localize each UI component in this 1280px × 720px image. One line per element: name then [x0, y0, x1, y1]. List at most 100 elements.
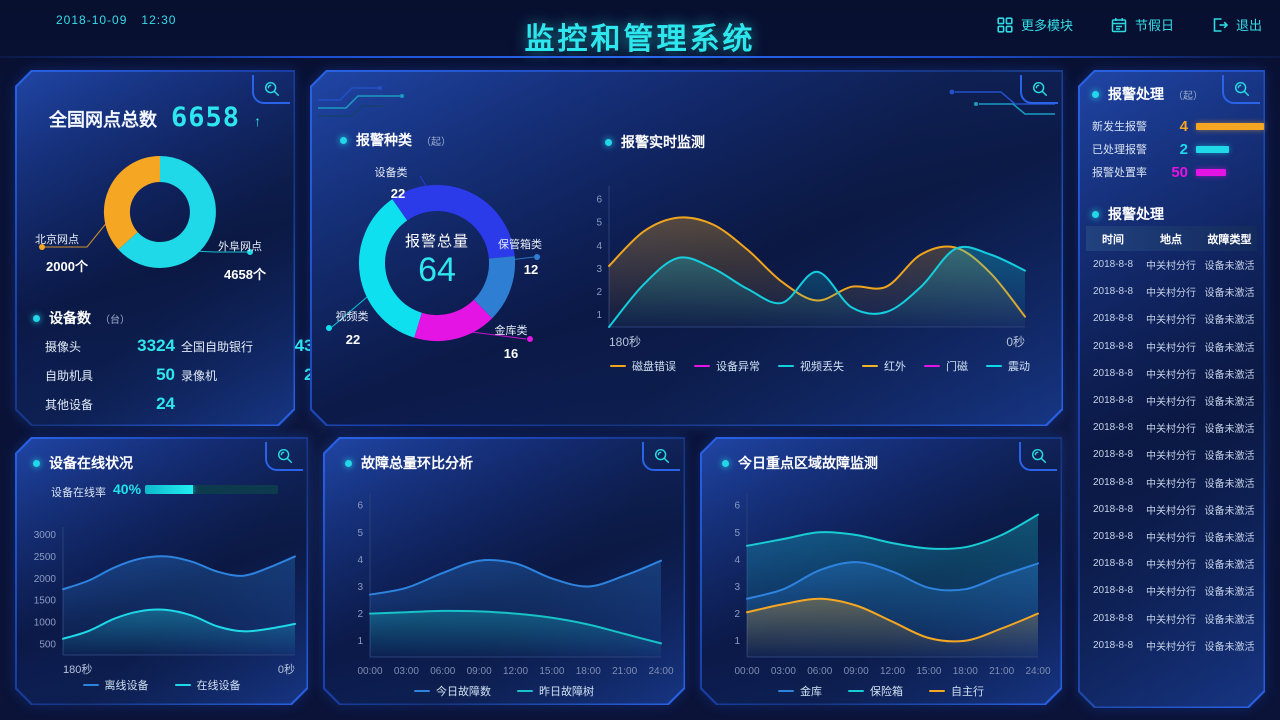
table-cell: 设备未激活 — [1204, 641, 1255, 653]
legend-item[interactable]: 震动 — [986, 358, 1030, 374]
network-panel-zoom-button[interactable] — [252, 75, 290, 104]
legend-item[interactable]: 红外 — [862, 358, 906, 374]
table-row[interactable]: 2018-8-8 中关村分行 设备未激活 — [1086, 469, 1257, 496]
table-cell: 2018-8-8 — [1092, 286, 1134, 298]
legend-swatch — [82, 684, 99, 686]
table-row[interactable]: 2018-8-8 中关村分行 设备未激活 — [1086, 441, 1257, 468]
nav-more-modules[interactable]: 更多模块 — [997, 15, 1073, 34]
table-row[interactable]: 2018-8-8 中关村分行 设备未激活 — [1086, 360, 1257, 387]
nav-logout[interactable]: 退出 — [1212, 15, 1262, 34]
col-time[interactable]: 时间 — [1102, 233, 1124, 246]
table-cell: 中关村分行 — [1146, 560, 1196, 572]
network-total-title: 全国网点总数 — [48, 110, 157, 130]
col-type[interactable]: 故障类型 — [1207, 233, 1252, 246]
legend-swatch — [778, 365, 794, 367]
table-row[interactable]: 2018-8-8 中关村分行 设备未激活 — [1086, 387, 1257, 414]
legend-label: 震动 — [1008, 361, 1030, 373]
fault-compare-zoom-button[interactable] — [642, 442, 680, 471]
table-row[interactable]: 2018-8-8 中关村分行 设备未激活 — [1086, 251, 1257, 278]
logout-icon — [1213, 17, 1228, 32]
legend-item[interactable]: 门磁 — [924, 358, 968, 374]
online-rate-progressbar[interactable] — [145, 485, 278, 494]
legend-item[interactable]: 自主行 — [929, 683, 984, 699]
table-row[interactable]: 2018-8-8 中关村分行 设备未激活 — [1086, 550, 1257, 577]
stat-bar-row: 新发生报警 4 — [1092, 118, 1264, 135]
legend-item[interactable]: 金库 — [778, 683, 822, 699]
svg-text:6: 6 — [357, 501, 363, 512]
svg-text:2500: 2500 — [34, 552, 57, 563]
table-row[interactable]: 2018-8-8 中关村分行 设备未激活 — [1086, 577, 1257, 604]
table-cell: 2018-8-8 — [1092, 503, 1134, 515]
svg-text:500: 500 — [39, 640, 56, 651]
device-stat-label: 录像机 — [181, 369, 218, 383]
table-cell: 2018-8-8 — [1092, 449, 1134, 461]
legend-label: 今日故障数 — [436, 686, 491, 698]
panel-key-area: 今日重点区域故障监测 1 2 3 4 5 6 00:00 03:00 06:00 09:00 12:… — [700, 437, 1062, 705]
legend-item[interactable]: 今日故障数 — [414, 683, 491, 699]
trend-up-arrow: ↑ — [254, 113, 262, 129]
col-place[interactable]: 地点 — [1160, 233, 1182, 246]
svg-text:1000: 1000 — [34, 618, 57, 629]
table-cell: 设备未激活 — [1204, 288, 1255, 300]
alarm-realtime-legend: 磁盘错误 设备异常 视频丢失 红外 门磁 震动 — [590, 358, 1050, 374]
legend-item[interactable]: 昨日故障树 — [517, 683, 594, 699]
bullet-icon — [33, 314, 40, 322]
line-chart-svg: 1 2 3 4 5 6 180秒 0秒 — [596, 186, 1026, 349]
table-cell: 中关村分行 — [1146, 397, 1196, 409]
alarm-handle-zoom-button[interactable] — [1222, 75, 1260, 104]
legend-swatch — [517, 690, 533, 692]
svg-text:180秒: 180秒 — [609, 335, 641, 349]
alarm-realtime-chart: 1 2 3 4 5 6 180秒 0秒 — [580, 180, 1055, 355]
svg-text:06:00: 06:00 — [430, 666, 455, 677]
table-row[interactable]: 2018-8-8 中关村分行 设备未激活 — [1086, 523, 1257, 550]
alarm-donut-center: 报警总量 64 — [404, 233, 469, 289]
svg-text:2000: 2000 — [34, 574, 57, 585]
line-chart-svg: 1 2 3 4 5 6 00:00 03:00 06:00 09:00 12:00 15:00 18:0… — [357, 493, 674, 677]
table-cell: 2018-8-8 — [1092, 367, 1134, 379]
table-body: 2018-8-8 中关村分行 设备未激活 2018-8-8 中关村分行 设备未激活 2018… — [1086, 251, 1257, 659]
table-row[interactable]: 2018-8-8 中关村分行 设备未激活 — [1086, 414, 1257, 441]
svg-text:6: 6 — [596, 195, 602, 206]
legend-item[interactable]: 设备异常 — [694, 358, 760, 374]
legend-item[interactable]: 保险箱 — [848, 683, 903, 699]
table-row[interactable]: 2018-8-8 中关村分行 设备未激活 — [1086, 604, 1257, 631]
online-rate-fill — [145, 485, 193, 494]
table-cell: 设备未激活 — [1204, 315, 1255, 327]
legend-swatch — [929, 690, 945, 692]
stat-bar-row: 报警处置率 50 — [1092, 164, 1226, 181]
table-row[interactable]: 2018-8-8 中关村分行 设备未激活 — [1086, 305, 1257, 332]
table-row[interactable]: 2018-8-8 中关村分行 设备未激活 — [1086, 278, 1257, 305]
donut-value-vault: 16 — [503, 346, 519, 361]
fault-compare-chart: 1 2 3 4 5 6 00:00 03:00 06:00 09:00 12:00 15:00 18:0… — [335, 487, 675, 679]
svg-text:2: 2 — [596, 287, 602, 298]
table-cell: 中关村分行 — [1146, 261, 1196, 273]
table-cell: 设备未激活 — [1204, 369, 1255, 381]
legend-item[interactable]: 离线设备 — [82, 677, 149, 693]
svg-text:4: 4 — [596, 241, 602, 252]
line-chart-svg: 1 2 3 4 5 6 00:00 03:00 06:00 09:00 12:00 15:00 18:0… — [734, 493, 1051, 677]
legend-item[interactable]: 视频丢失 — [778, 358, 844, 374]
svg-text:09:00: 09:00 — [467, 666, 492, 677]
magnifier-icon — [1234, 81, 1250, 96]
legend-item[interactable]: 磁盘错误 — [610, 358, 676, 374]
alarm-panel-zoom-button[interactable] — [1020, 75, 1058, 104]
legend-swatch — [694, 365, 710, 367]
donut-value-video: 22 — [345, 332, 361, 347]
svg-text:12:00: 12:00 — [880, 666, 905, 677]
bullet-icon — [1092, 210, 1099, 218]
nav-holiday[interactable]: 节假日 — [1111, 15, 1174, 34]
alarm-table-title: 报警处理 — [1092, 204, 1164, 224]
table-row[interactable]: 2018-8-8 中关村分行 设备未激活 — [1086, 333, 1257, 360]
legend-item[interactable]: 在线设备 — [174, 677, 241, 693]
device-online-zoom-button[interactable] — [265, 442, 303, 471]
device-online-legend: 离线设备 在线设备 — [15, 677, 308, 693]
legend-swatch — [778, 690, 794, 692]
key-area-zoom-button[interactable] — [1019, 442, 1057, 471]
header-nav: 更多模块 节假日 退出 — [997, 15, 1262, 34]
table-cell: 中关村分行 — [1146, 424, 1196, 436]
svg-text:2: 2 — [734, 609, 740, 620]
table-row[interactable]: 2018-8-8 中关村分行 设备未激活 — [1086, 496, 1257, 523]
table-row[interactable]: 2018-8-8 中关村分行 设备未激活 — [1086, 632, 1257, 659]
device-count-title: 设备数 （台） — [33, 308, 130, 328]
bullet-icon — [722, 459, 729, 467]
